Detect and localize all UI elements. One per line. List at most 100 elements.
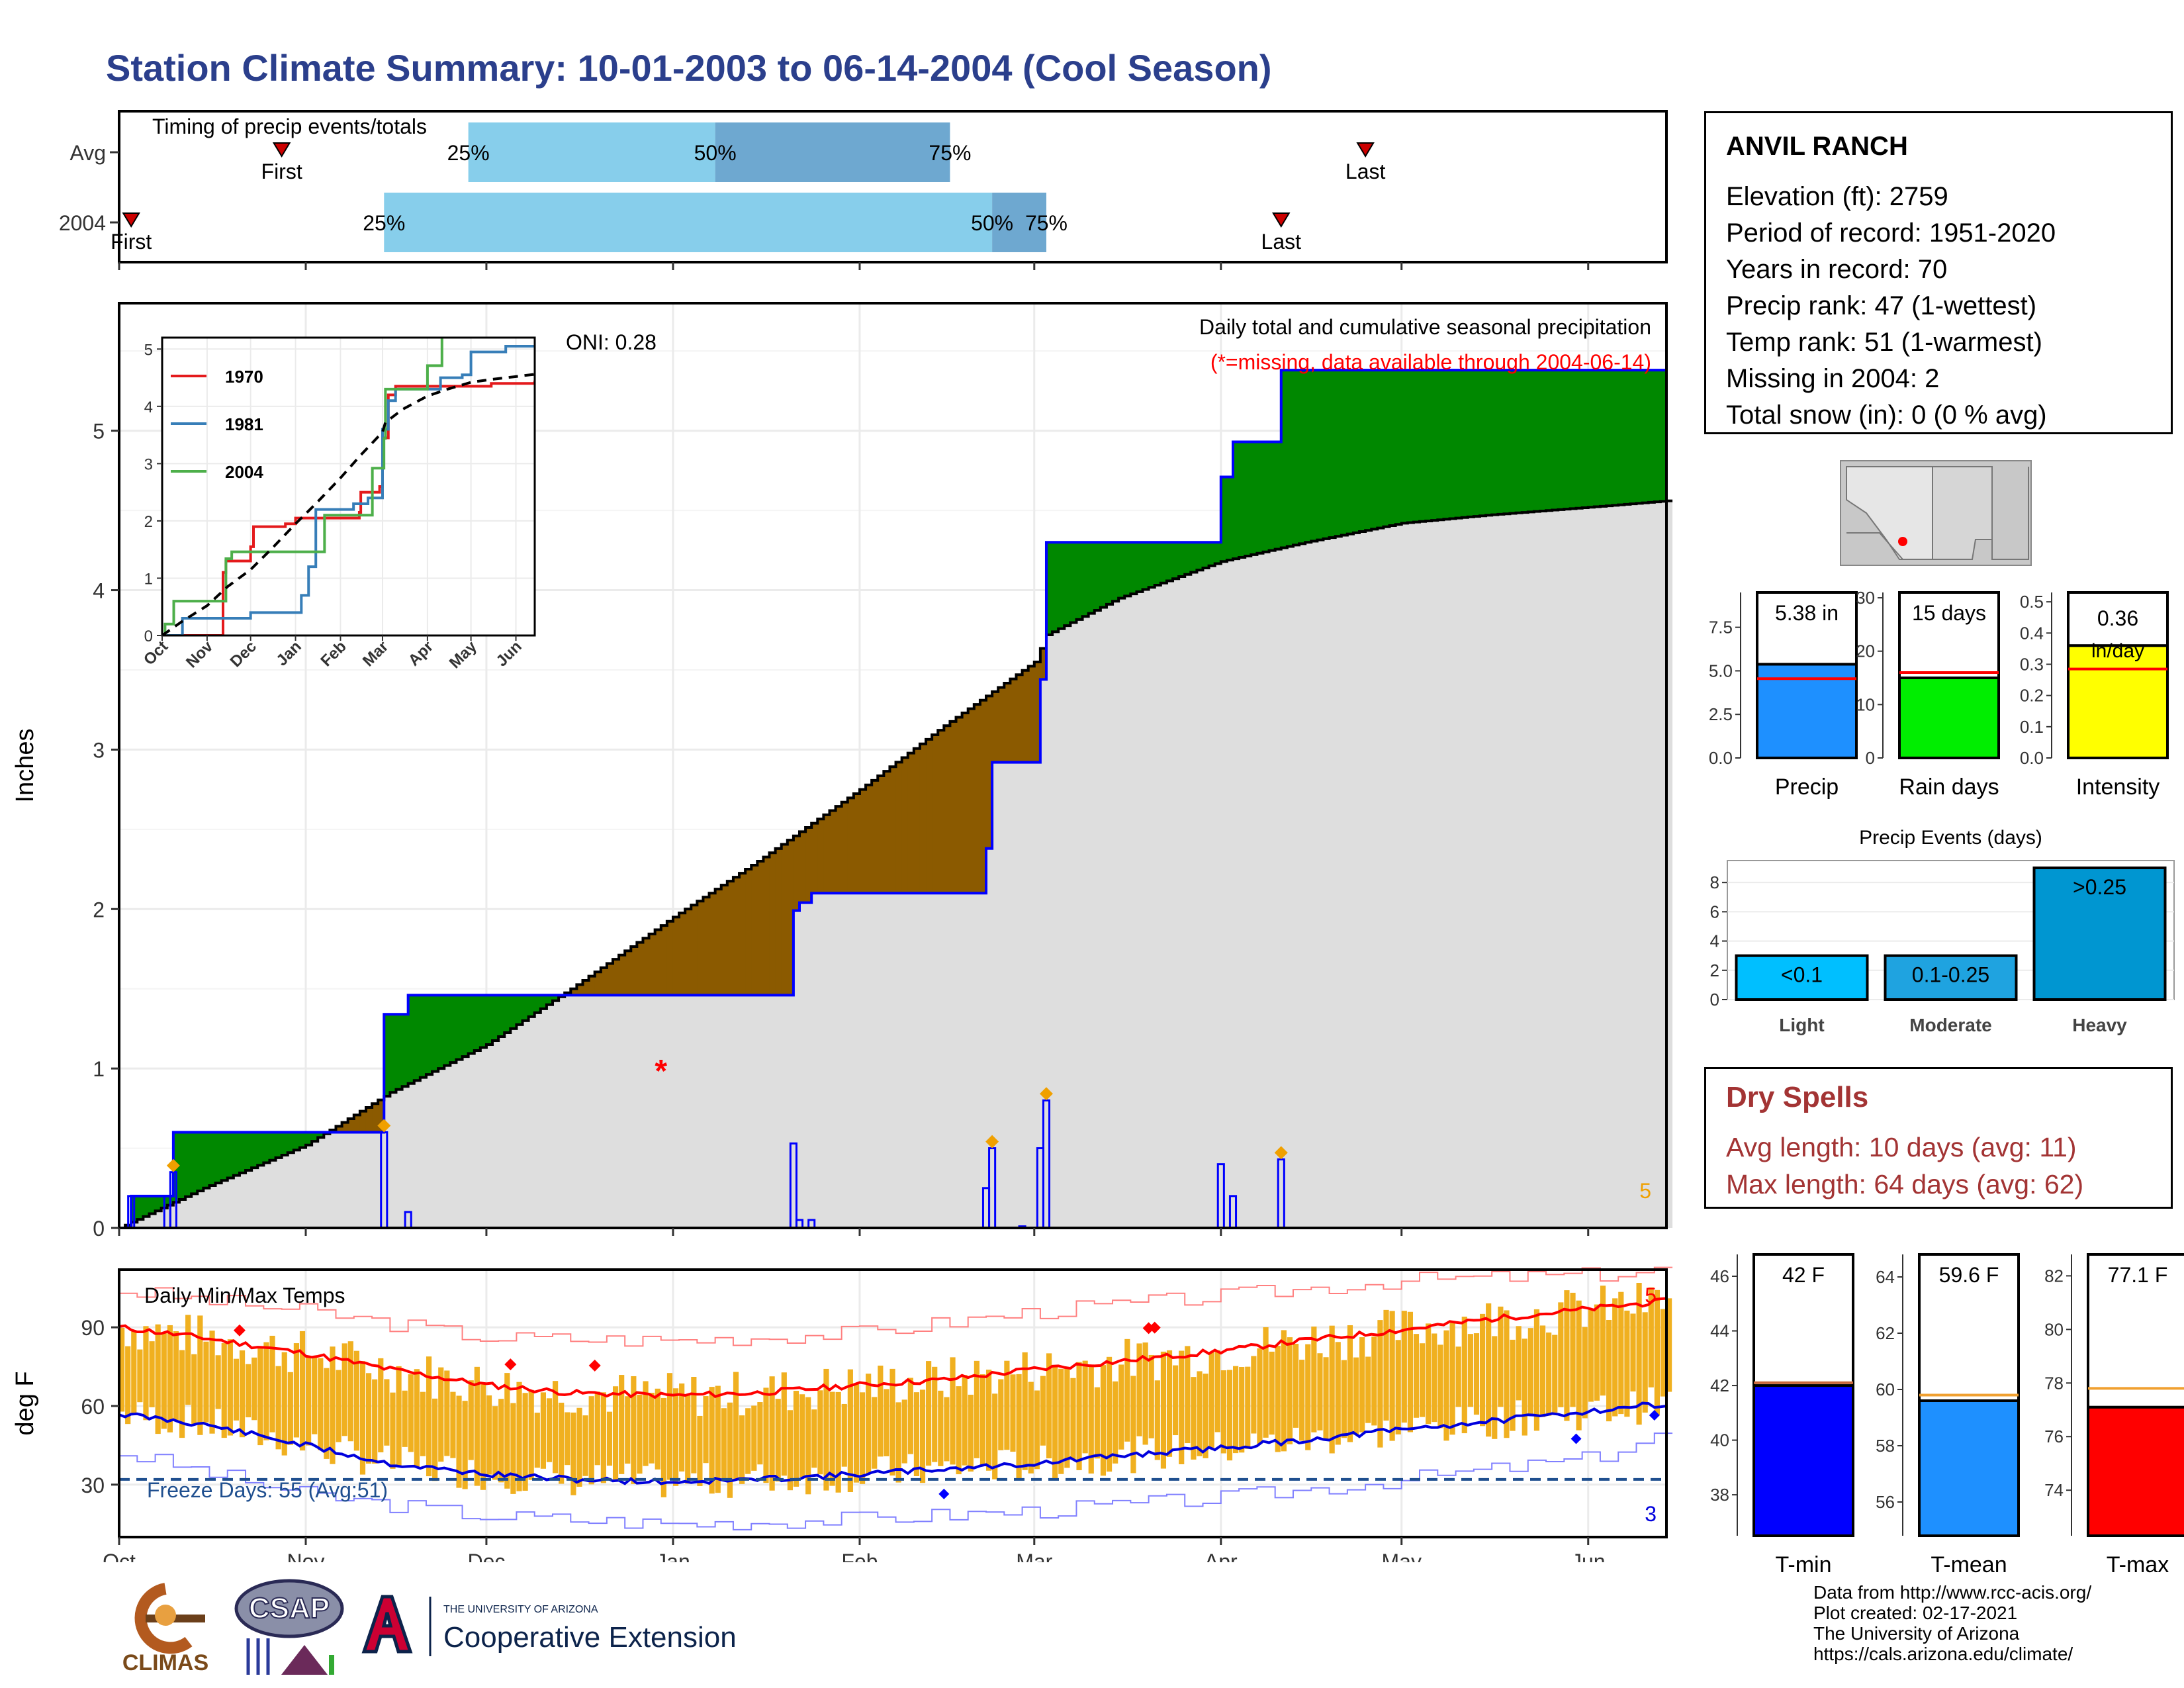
daily-temp-bar: [396, 1366, 402, 1467]
daily-temp-bar: [1094, 1387, 1100, 1459]
precip-y-tick-label: 0: [93, 1217, 105, 1238]
avg-max-temp-line: [118, 1297, 1667, 1399]
below-avg-fill: [889, 767, 897, 894]
below-avg-fill: [781, 844, 788, 996]
below-avg-fill: [901, 757, 909, 894]
daily-temp-bar: [919, 1389, 926, 1483]
timing-p25-label: 25%: [363, 211, 405, 235]
below-avg-fill: [649, 933, 656, 996]
record-high-marker: [588, 1359, 601, 1372]
daily-temp-bar: [1154, 1380, 1160, 1460]
daily-temp-bar: [901, 1399, 907, 1464]
temp-y-axis-label: deg F: [11, 1371, 39, 1435]
daily-temp-bar: [492, 1406, 498, 1480]
daily-temp-bar: [336, 1370, 341, 1442]
above-avg-fill: [384, 1014, 390, 1096]
daily-temp-bar: [185, 1315, 191, 1405]
daily-temp-bar: [950, 1357, 956, 1465]
above-avg-fill: [1293, 370, 1300, 545]
daily-temp-bar: [1564, 1290, 1570, 1421]
temp-top-label: 5: [1645, 1284, 1657, 1307]
above-avg-fill: [516, 995, 523, 1025]
daily-temp-bar: [992, 1393, 998, 1479]
daily-temp-bar: [962, 1375, 968, 1466]
above-avg-fill: [1251, 442, 1257, 555]
above-avg-fill: [1612, 370, 1619, 506]
record-high-marker: [1142, 1322, 1155, 1335]
daily-temp-bar: [1173, 1365, 1179, 1436]
daily-temp-bar: [353, 1350, 359, 1451]
below-avg-fill: [805, 827, 812, 903]
daily-temp-bar: [1329, 1325, 1335, 1454]
daily-temp-bar: [227, 1339, 233, 1436]
daily-temp-bar: [799, 1394, 805, 1477]
daily-temp-bar: [835, 1391, 841, 1493]
daily-temp-bar: [672, 1388, 679, 1486]
above-avg-fill: [408, 995, 415, 1084]
daily-temp-bar: [1239, 1367, 1245, 1453]
daily-temp-bar: [631, 1376, 637, 1484]
timing-last-label: Last: [1261, 230, 1302, 254]
ua-extension-logo: THE UNIVERSITY OF ARIZONA Cooperative Ex…: [361, 1595, 737, 1656]
above-avg-fill: [1546, 370, 1553, 511]
above-avg-fill: [1257, 442, 1264, 553]
summary-y-tick-label: 0.5: [2020, 592, 2044, 612]
below-avg-fill: [691, 905, 698, 996]
above-avg-fill: [155, 1196, 162, 1211]
daily-temp-bar: [956, 1386, 962, 1475]
temp-x-tick-label: Feb: [841, 1550, 878, 1562]
below-avg-fill: [986, 696, 993, 849]
above-avg-fill: [1648, 370, 1655, 502]
above-avg-fill: [1269, 442, 1276, 551]
daily-temp-bar: [1106, 1356, 1113, 1472]
daily-temp-bar: [998, 1379, 1004, 1450]
dry-spells-max: Max length: 64 days (avg: 62): [1726, 1169, 2084, 1199]
above-avg-fill: [546, 995, 553, 1005]
daily-temp-bar: [739, 1415, 745, 1484]
above-avg-fill: [1076, 542, 1083, 620]
inset-series-line-1981: [162, 344, 535, 635]
events-bar-label: <0.1: [1781, 963, 1823, 987]
daily-temp-bar: [565, 1412, 570, 1466]
daily-temp-bar: [895, 1402, 901, 1483]
summary-y-tick-label: 0: [1866, 748, 1875, 768]
summary-y-tick-label: 0.0: [2020, 748, 2044, 768]
above-avg-fill: [1208, 542, 1216, 566]
daily-temp-bar: [588, 1396, 594, 1485]
daily-temp-bar: [1527, 1328, 1533, 1415]
ua-small-text: THE UNIVERSITY OF ARIZONA: [443, 1604, 598, 1615]
inset-frame: [161, 336, 536, 637]
daily-temp-bar: [691, 1377, 697, 1474]
daily-temp-bar: [179, 1350, 185, 1438]
daily-temp-bar: [1203, 1374, 1208, 1458]
above-avg-fill: [143, 1196, 150, 1217]
daily-temp-bar: [1570, 1292, 1576, 1407]
daily-temp-bar: [1160, 1351, 1167, 1469]
below-avg-fill: [829, 810, 837, 894]
above-avg-fill: [1064, 542, 1071, 626]
daily-temp-bar: [528, 1389, 534, 1480]
daily-temp-bar: [1539, 1325, 1546, 1417]
daily-temp-bar: [1299, 1360, 1305, 1441]
csap-logo: CSAP: [234, 1579, 344, 1675]
below-avg-fill: [841, 802, 848, 894]
temp-bottom-label: 3: [1645, 1502, 1657, 1526]
daily-temp-bar: [462, 1401, 468, 1489]
daily-temp-bar: [679, 1383, 685, 1472]
above-avg-fill: [1100, 542, 1107, 608]
daily-temp-bar: [1504, 1310, 1510, 1438]
above-avg-fill: [1353, 370, 1360, 533]
above-avg-fill: [1305, 370, 1312, 543]
above-avg-fill: [1232, 442, 1240, 559]
daily-temp-bar: [660, 1397, 666, 1497]
inset-legend-label: 1981: [225, 414, 263, 434]
below-avg-fill: [866, 784, 872, 894]
summary-bar-box: [1898, 591, 2000, 680]
events-y-tick-label: 6: [1710, 902, 1719, 921]
daily-temp-bar: [480, 1384, 486, 1490]
daily-temp-bar: [606, 1411, 613, 1466]
daily-temp-bar: [913, 1392, 920, 1477]
credit-url: https://cals.arizona.edu/climate/: [1813, 1644, 2073, 1664]
inset-series-line-2004: [162, 338, 443, 635]
daily-temp-bar: [173, 1331, 179, 1421]
